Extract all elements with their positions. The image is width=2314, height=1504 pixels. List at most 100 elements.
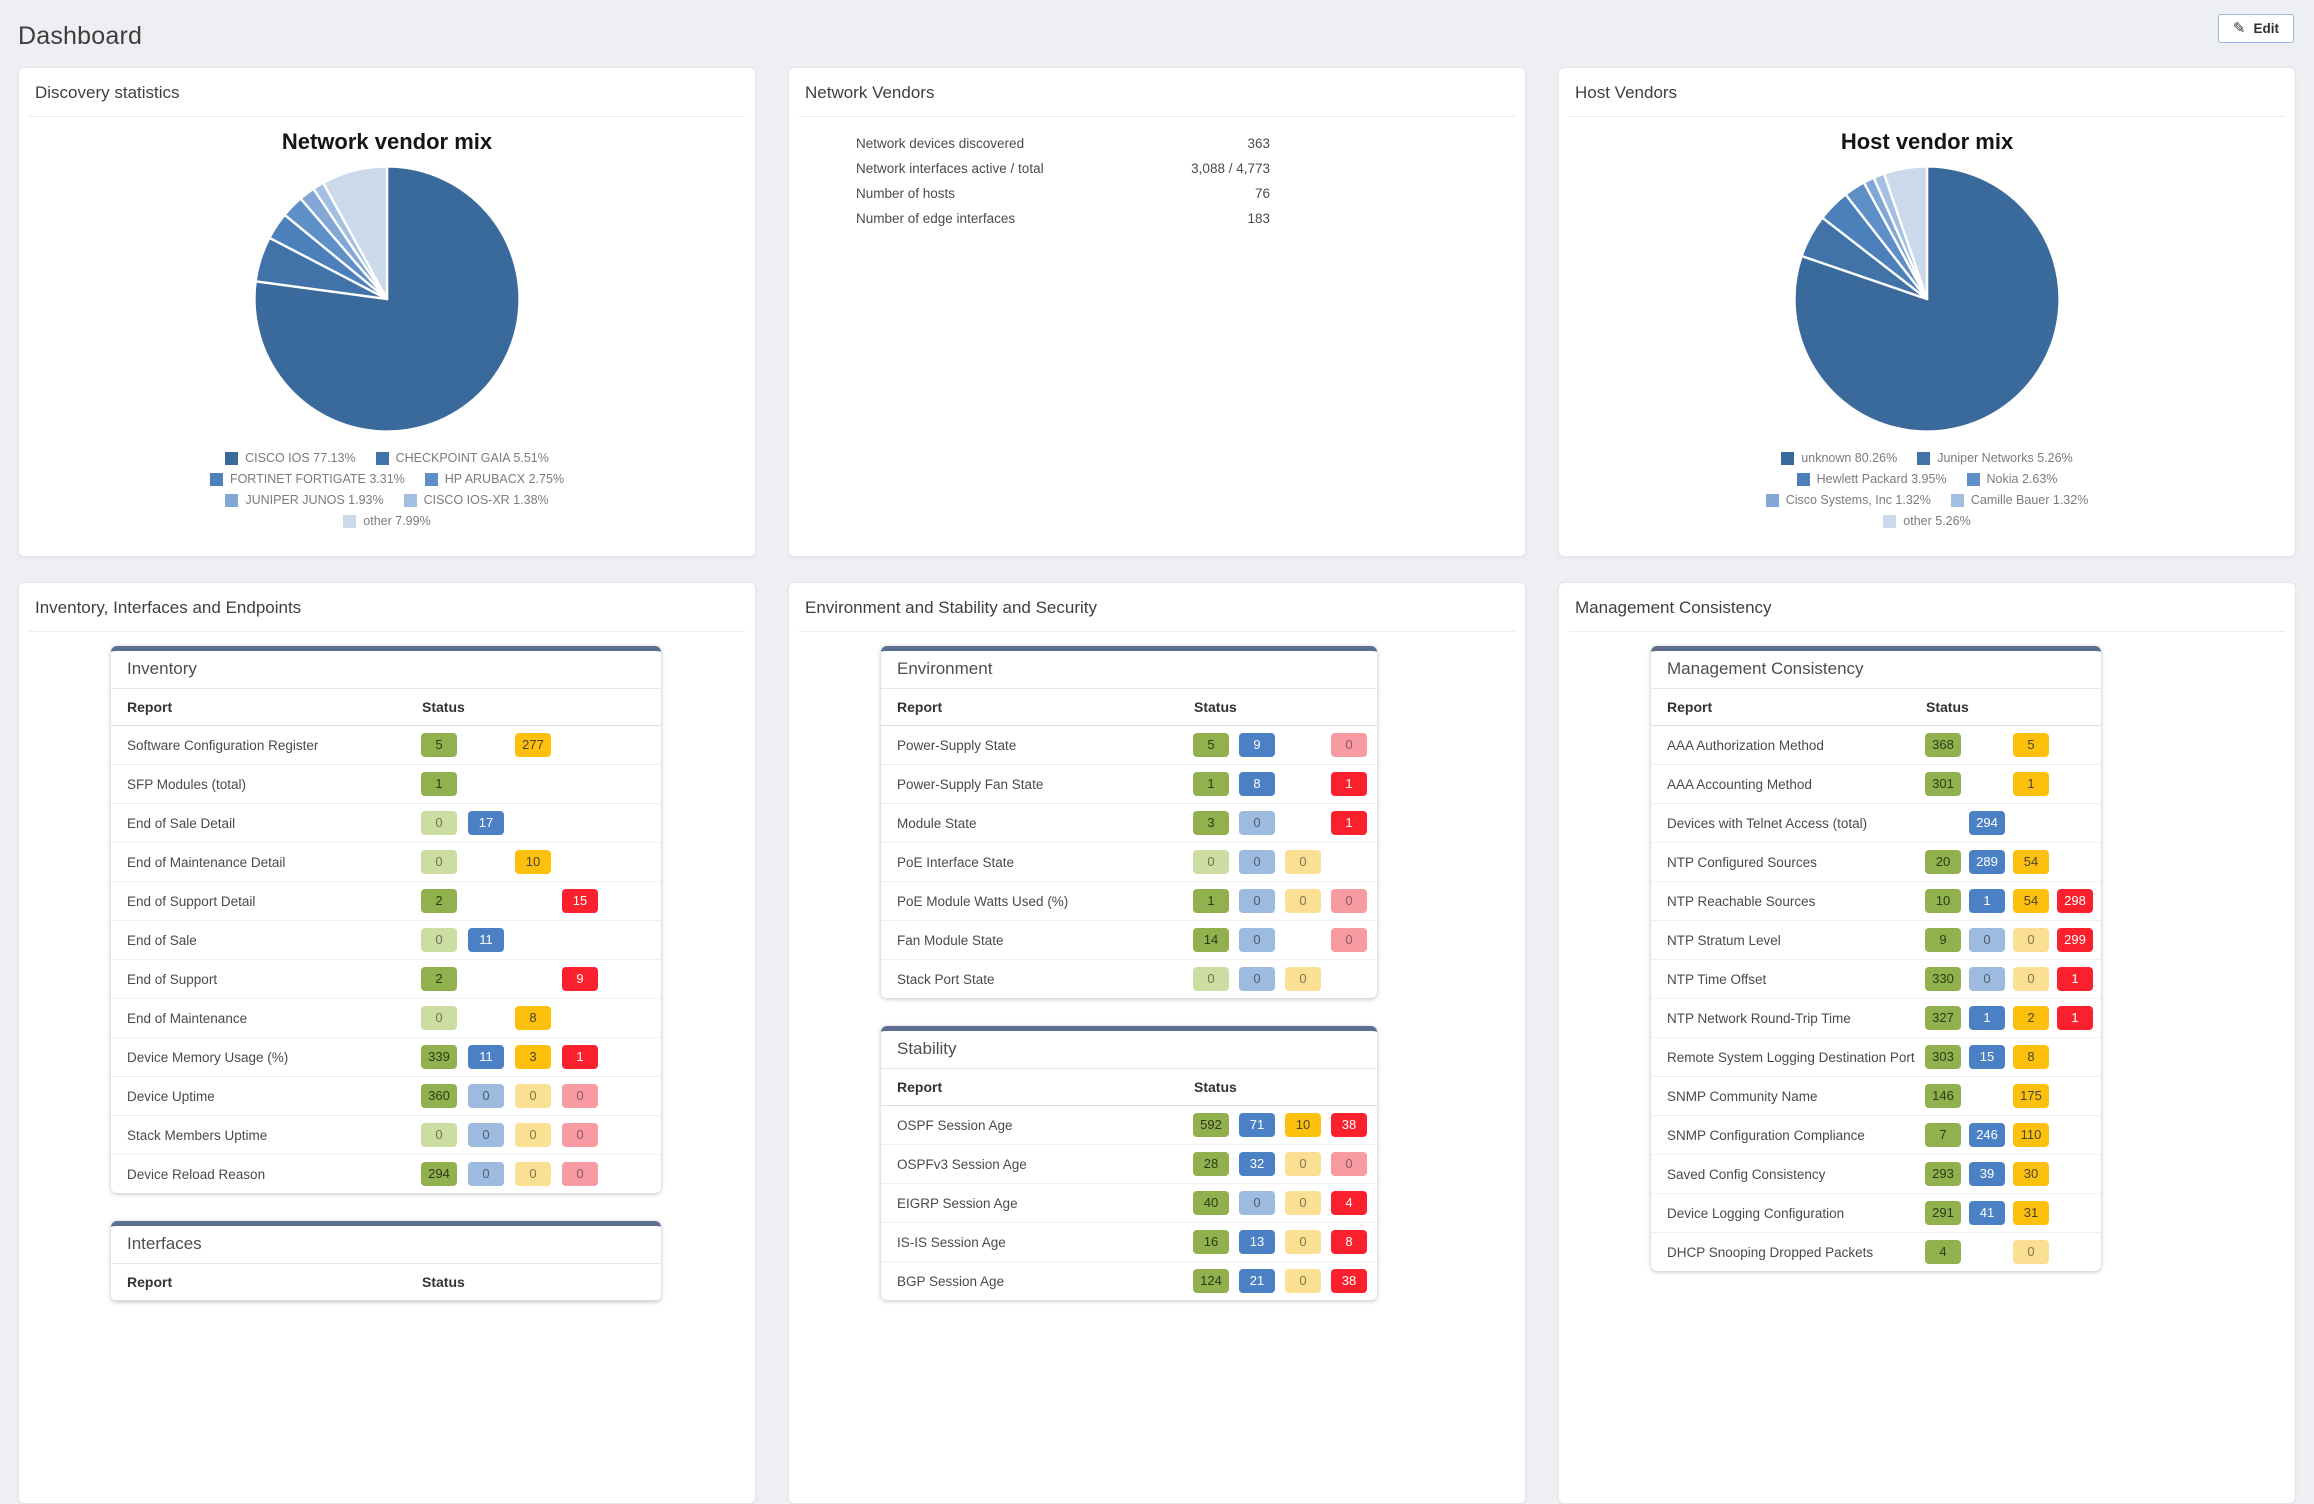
status-badge-green[interactable]: 294 — [421, 1162, 457, 1186]
status-badge-yellow-muted[interactable]: 0 — [2013, 967, 2049, 991]
status-badge-blue-muted[interactable]: 0 — [468, 1123, 504, 1147]
status-badge-blue[interactable]: 17 — [468, 811, 504, 835]
status-badge-green-muted[interactable]: 0 — [421, 811, 457, 835]
status-badge-green[interactable]: 1 — [1193, 889, 1229, 913]
status-badge-blue-muted[interactable]: 0 — [1239, 967, 1275, 991]
status-badge-green[interactable]: 146 — [1925, 1084, 1961, 1108]
pie-slice-cisco-ios[interactable] — [253, 165, 521, 433]
status-badge-green[interactable]: 20 — [1925, 850, 1961, 874]
status-badge-green[interactable]: 339 — [421, 1045, 457, 1069]
status-badge-green[interactable]: 360 — [421, 1084, 457, 1108]
status-badge-green-muted[interactable]: 0 — [421, 850, 457, 874]
status-badge-green-muted[interactable]: 0 — [421, 928, 457, 952]
status-badge-yellow-muted[interactable]: 0 — [1285, 889, 1321, 913]
status-badge-red[interactable]: 1 — [2057, 1006, 2093, 1030]
status-badge-red[interactable]: 15 — [562, 889, 598, 913]
status-badge-green[interactable]: 16 — [1193, 1230, 1229, 1254]
status-badge-red[interactable]: 298 — [2057, 889, 2093, 913]
status-badge-yellow[interactable]: 110 — [2013, 1123, 2049, 1147]
status-badge-blue[interactable]: 15 — [1969, 1045, 2005, 1069]
status-badge-yellow-muted[interactable]: 0 — [1285, 1269, 1321, 1293]
status-badge-red[interactable]: 1 — [1331, 772, 1367, 796]
status-badge-blue[interactable]: 13 — [1239, 1230, 1275, 1254]
status-badge-yellow-muted[interactable]: 0 — [1285, 1152, 1321, 1176]
status-badge-blue-muted[interactable]: 0 — [1239, 928, 1275, 952]
status-badge-green[interactable]: 5 — [421, 733, 457, 757]
status-badge-yellow-muted[interactable]: 0 — [515, 1123, 551, 1147]
status-badge-red[interactable]: 299 — [2057, 928, 2093, 952]
status-badge-yellow[interactable]: 54 — [2013, 850, 2049, 874]
pie-chart[interactable] — [1785, 157, 2069, 441]
status-badge-red[interactable]: 38 — [1331, 1113, 1367, 1137]
status-badge-blue[interactable]: 289 — [1969, 850, 2005, 874]
status-badge-green[interactable]: 7 — [1925, 1123, 1961, 1147]
status-badge-yellow[interactable]: 277 — [515, 733, 551, 757]
status-badge-green-muted[interactable]: 0 — [421, 1006, 457, 1030]
status-badge-yellow-muted[interactable]: 0 — [2013, 1240, 2049, 1264]
status-badge-blue-muted[interactable]: 0 — [468, 1084, 504, 1108]
status-badge-blue-muted[interactable]: 0 — [1969, 928, 2005, 952]
status-badge-green[interactable]: 10 — [1925, 889, 1961, 913]
status-badge-blue-muted[interactable]: 0 — [1239, 811, 1275, 835]
status-badge-green[interactable]: 291 — [1925, 1201, 1961, 1225]
status-badge-green[interactable]: 14 — [1193, 928, 1229, 952]
status-badge-green[interactable]: 40 — [1193, 1191, 1229, 1215]
status-badge-blue[interactable]: 71 — [1239, 1113, 1275, 1137]
status-badge-green[interactable]: 2 — [421, 889, 457, 913]
status-badge-red[interactable]: 38 — [1331, 1269, 1367, 1293]
status-badge-yellow-muted[interactable]: 0 — [515, 1084, 551, 1108]
status-badge-green[interactable]: 327 — [1925, 1006, 1961, 1030]
status-badge-red-muted[interactable]: 0 — [1331, 1152, 1367, 1176]
status-badge-blue[interactable]: 21 — [1239, 1269, 1275, 1293]
status-badge-blue[interactable]: 294 — [1969, 811, 2005, 835]
status-badge-green[interactable]: 293 — [1925, 1162, 1961, 1186]
status-badge-blue[interactable]: 9 — [1239, 733, 1275, 757]
status-badge-green[interactable]: 330 — [1925, 967, 1961, 991]
status-badge-blue-muted[interactable]: 0 — [468, 1162, 504, 1186]
status-badge-yellow[interactable]: 3 — [515, 1045, 551, 1069]
status-badge-yellow[interactable]: 30 — [2013, 1162, 2049, 1186]
status-badge-green-muted[interactable]: 0 — [421, 1123, 457, 1147]
status-badge-yellow-muted[interactable]: 0 — [1285, 1191, 1321, 1215]
status-badge-red-muted[interactable]: 0 — [562, 1123, 598, 1147]
status-badge-green[interactable]: 5 — [1193, 733, 1229, 757]
status-badge-yellow-muted[interactable]: 0 — [1285, 967, 1321, 991]
status-badge-green[interactable]: 592 — [1193, 1113, 1229, 1137]
pie-slice-other[interactable] — [322, 165, 389, 301]
status-badge-blue[interactable]: 41 — [1969, 1201, 2005, 1225]
status-badge-blue[interactable]: 8 — [1239, 772, 1275, 796]
status-badge-yellow[interactable]: 10 — [1285, 1113, 1321, 1137]
status-badge-blue-muted[interactable]: 0 — [1239, 1191, 1275, 1215]
pie-slice-other[interactable] — [1882, 165, 1929, 301]
status-badge-green-muted[interactable]: 0 — [1193, 967, 1229, 991]
status-badge-green[interactable]: 1 — [1193, 772, 1229, 796]
status-badge-red[interactable]: 1 — [562, 1045, 598, 1069]
status-badge-yellow-muted[interactable]: 0 — [1285, 1230, 1321, 1254]
status-badge-blue[interactable]: 1 — [1969, 889, 2005, 913]
status-badge-blue[interactable]: 1 — [1969, 1006, 2005, 1030]
status-badge-blue[interactable]: 11 — [468, 928, 504, 952]
status-badge-green[interactable]: 9 — [1925, 928, 1961, 952]
status-badge-green[interactable]: 301 — [1925, 772, 1961, 796]
status-badge-red[interactable]: 8 — [1331, 1230, 1367, 1254]
status-badge-red-muted[interactable]: 0 — [562, 1084, 598, 1108]
status-badge-blue[interactable]: 39 — [1969, 1162, 2005, 1186]
status-badge-red-muted[interactable]: 0 — [1331, 928, 1367, 952]
status-badge-yellow[interactable]: 1 — [2013, 772, 2049, 796]
status-badge-green[interactable]: 2 — [421, 967, 457, 991]
status-badge-yellow[interactable]: 2 — [2013, 1006, 2049, 1030]
status-badge-yellow[interactable]: 10 — [515, 850, 551, 874]
status-badge-yellow-muted[interactable]: 0 — [1285, 850, 1321, 874]
status-badge-yellow[interactable]: 54 — [2013, 889, 2049, 913]
status-badge-yellow[interactable]: 5 — [2013, 733, 2049, 757]
status-badge-red-muted[interactable]: 0 — [562, 1162, 598, 1186]
status-badge-green[interactable]: 368 — [1925, 733, 1961, 757]
status-badge-blue-muted[interactable]: 0 — [1239, 889, 1275, 913]
status-badge-yellow[interactable]: 31 — [2013, 1201, 2049, 1225]
status-badge-green[interactable]: 124 — [1193, 1269, 1229, 1293]
status-badge-green[interactable]: 4 — [1925, 1240, 1961, 1264]
status-badge-yellow-muted[interactable]: 0 — [515, 1162, 551, 1186]
status-badge-blue-muted[interactable]: 0 — [1239, 850, 1275, 874]
status-badge-red[interactable]: 9 — [562, 967, 598, 991]
status-badge-blue[interactable]: 32 — [1239, 1152, 1275, 1176]
